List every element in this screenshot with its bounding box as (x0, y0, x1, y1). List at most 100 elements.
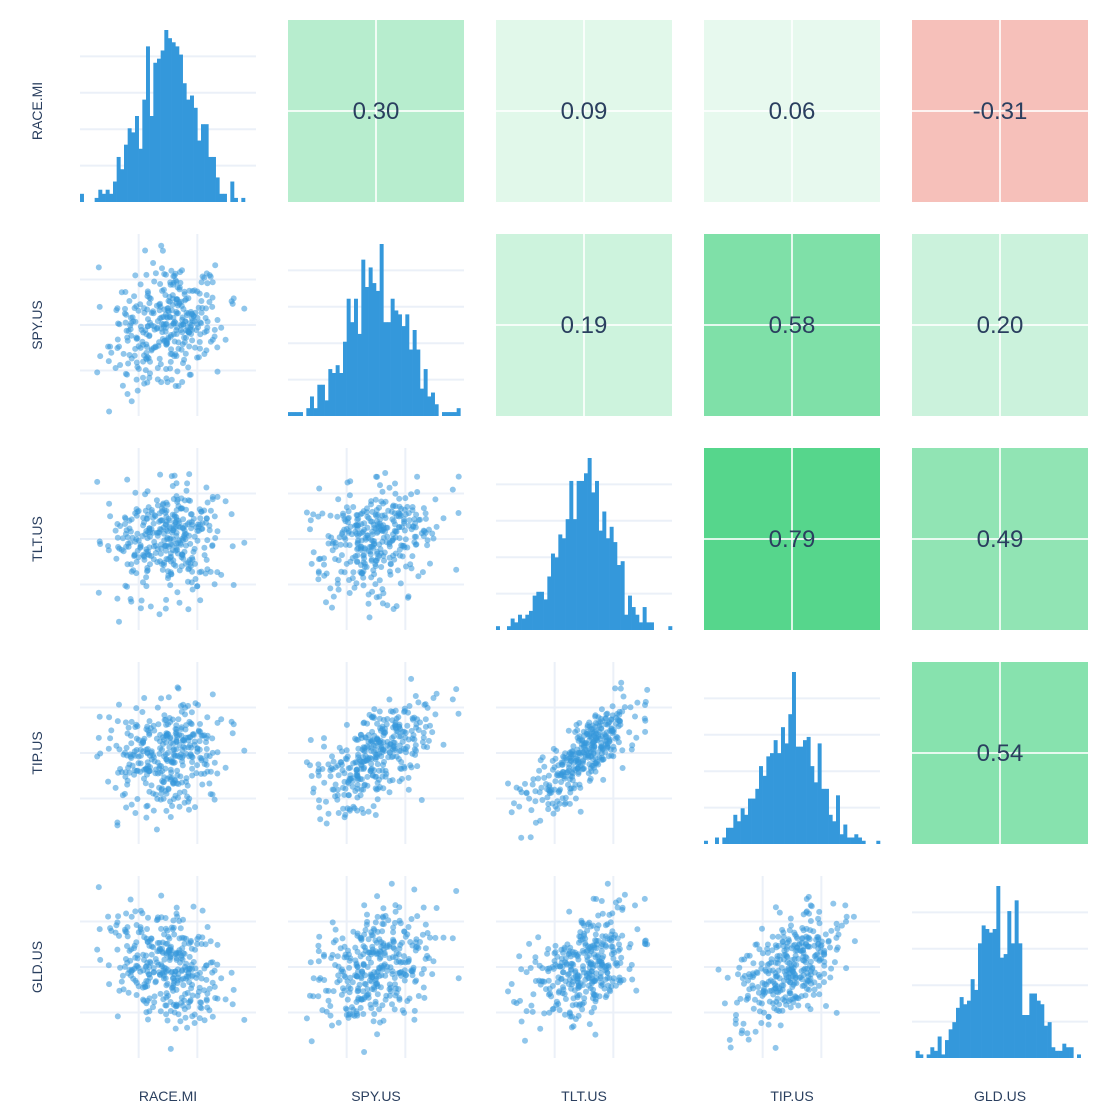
scatter-point (366, 614, 373, 621)
scatter-point (310, 549, 317, 556)
scatter-point (162, 271, 169, 278)
scatter-point (125, 724, 132, 731)
scatter-point (350, 569, 357, 576)
histogram-bar (182, 83, 187, 202)
histogram-bar (631, 607, 636, 630)
scatter-point (105, 913, 112, 920)
scatter-point (788, 922, 794, 929)
scatter-point (196, 506, 203, 513)
scatter-point (787, 990, 794, 997)
scatter-point (321, 951, 327, 958)
scatter-point (380, 905, 387, 912)
scatter-point (173, 1003, 180, 1010)
scatter-point (402, 495, 409, 502)
scatter-point (175, 383, 182, 389)
scatter-point (341, 972, 348, 979)
scatter-point (831, 959, 838, 966)
scatter-point (401, 527, 408, 534)
scatter-point (401, 728, 408, 735)
scatter-point (327, 585, 334, 592)
scatter-point (346, 964, 353, 971)
cell-TLT.US-SPY.US (288, 448, 464, 630)
scatter-point (396, 778, 403, 785)
scatter-point (360, 962, 367, 969)
scatter-point (180, 743, 187, 750)
scatter-point (382, 470, 389, 476)
scatter-point (137, 301, 144, 308)
scatter-point (422, 921, 429, 928)
scatter-point (141, 766, 147, 773)
scatter-point (374, 548, 381, 555)
scatter-point (198, 298, 205, 304)
histogram-bar (729, 827, 734, 844)
correlation-value: 0.09 (561, 98, 608, 125)
scatter-point (376, 964, 382, 971)
scatter-point (424, 744, 431, 751)
scatter-point (402, 536, 409, 543)
scatter-point (160, 286, 167, 293)
scatter-point (783, 972, 789, 978)
scatter-point (180, 555, 187, 562)
cell-TIP.US-RACE.MI (80, 662, 256, 844)
scatter-point (371, 986, 378, 993)
scatter-point (372, 561, 379, 568)
scatter-point (203, 515, 210, 522)
scatter-point (167, 814, 174, 820)
scatter-point (769, 947, 776, 954)
scatter-point (166, 935, 173, 942)
scatter-point (166, 293, 173, 300)
scatter-point (163, 968, 170, 975)
scatter-point (758, 1020, 765, 1026)
histogram-bar (164, 30, 169, 202)
scatter-point (386, 543, 393, 550)
scatter-point (537, 1025, 544, 1032)
histogram-bar (212, 156, 216, 202)
scatter-point (325, 540, 332, 547)
scatter-point (544, 965, 551, 972)
scatter-point (591, 744, 598, 751)
scatter-point (123, 311, 130, 318)
scatter-point (218, 716, 225, 723)
scatter-point (558, 959, 565, 966)
scatter-point (175, 345, 182, 352)
scatter-point (165, 307, 171, 314)
histogram-bar (926, 1054, 931, 1058)
scatter-point (190, 731, 197, 737)
scatter-point (785, 936, 792, 943)
scatter-point (114, 718, 121, 725)
scatter-point (374, 720, 381, 727)
scatter-point (131, 945, 138, 952)
scatter-point (382, 912, 389, 919)
scatter-point (761, 985, 767, 992)
scatter-point (745, 977, 752, 984)
scatter-point (733, 1012, 739, 1018)
scatter-point (133, 735, 140, 742)
scatter-point (505, 780, 511, 787)
histogram-bar (930, 1047, 935, 1058)
histogram-bar (1055, 1050, 1059, 1058)
scatter-point (140, 374, 146, 381)
scatter-point (119, 535, 126, 542)
scatter-point (190, 903, 197, 910)
scatter-point (327, 512, 334, 519)
scatter-point (376, 577, 383, 584)
histogram-bar (361, 259, 366, 416)
scatter-point (374, 736, 381, 743)
scatter-point (124, 561, 131, 568)
scatter-point (508, 981, 515, 987)
scatter-point (122, 719, 129, 726)
scatter-point (177, 773, 184, 780)
scatter-point (163, 341, 170, 348)
scatter-point (372, 581, 379, 588)
scatter-point (368, 959, 374, 966)
scatter-point (807, 958, 814, 965)
scatter-point (207, 568, 214, 575)
scatter-point (178, 708, 185, 715)
scatter-point (340, 985, 346, 992)
scatter-point (360, 551, 367, 558)
scatter-point (197, 969, 203, 976)
scatter-point (346, 590, 353, 596)
scatter-point (598, 740, 605, 747)
histogram-bar (740, 808, 745, 844)
scatter-point (137, 752, 144, 759)
